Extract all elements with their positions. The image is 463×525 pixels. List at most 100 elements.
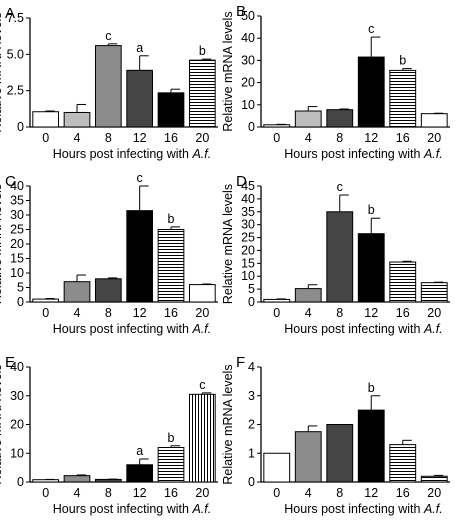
bar: [326, 424, 354, 483]
x-tick-label: 16: [164, 306, 178, 320]
bar: [326, 109, 354, 128]
x-tick-label: 4: [305, 486, 312, 500]
significance-label: b: [368, 203, 375, 217]
bar: [357, 233, 385, 303]
x-tick-label: 20: [195, 486, 209, 500]
x-tick-label: 0: [42, 131, 49, 145]
x-tick-label: 12: [133, 486, 147, 500]
x-tick-label: 20: [427, 306, 441, 320]
x-tick-label: 0: [273, 131, 280, 145]
y-tick-label: 4: [248, 360, 255, 374]
bar: [63, 475, 91, 483]
y-tick-label: 40: [241, 192, 255, 206]
y-tick-label: 5: [248, 282, 255, 296]
y-tick-label: 40: [10, 360, 24, 374]
y-tick-label: 40: [241, 31, 255, 45]
x-tick-label: 8: [105, 306, 112, 320]
x-tick-label: 8: [105, 486, 112, 500]
bar: [94, 45, 122, 128]
y-axis-label: Relative mRNA levels: [221, 11, 235, 131]
significance-label: c: [368, 22, 374, 36]
bar: [420, 282, 448, 303]
x-tick-label: 20: [195, 306, 209, 320]
panel-letter: F: [236, 354, 245, 371]
panel-letter: D: [236, 173, 247, 190]
bar: [32, 298, 60, 303]
y-axis-label: Relative mRNA levels: [0, 12, 4, 132]
significance-label: b: [199, 44, 206, 58]
bar: [294, 431, 322, 483]
x-tick-label: 16: [164, 486, 178, 500]
y-tick-label: 2: [248, 418, 255, 432]
y-tick-label: 7.5: [7, 11, 24, 25]
y-tick-label: 30: [10, 208, 24, 222]
bar: [94, 478, 122, 483]
x-tick-label: 4: [305, 306, 312, 320]
y-tick-label: 10: [241, 98, 255, 112]
x-tick-label: 0: [42, 306, 49, 320]
x-tick-label: 12: [133, 306, 147, 320]
y-tick-label: 0: [17, 475, 24, 489]
bar: [263, 452, 291, 483]
y-tick-label: 0: [17, 120, 24, 134]
x-tick-label: 20: [427, 131, 441, 145]
bar: [157, 92, 185, 128]
bar: [188, 59, 216, 128]
significance-label: c: [105, 29, 111, 43]
bar: [32, 111, 60, 128]
bar: [263, 124, 291, 128]
significance-label: b: [368, 381, 375, 395]
bar: [32, 479, 60, 483]
bar: [420, 113, 448, 128]
y-axis-label: Relative mRNA levels: [221, 184, 235, 304]
x-tick-label: 16: [396, 486, 410, 500]
panel-b: B 0 10 20 30 40 50 Relative mRNA levels 0 4 8 c 12 b 1…: [221, 3, 450, 161]
significance-label: c: [199, 378, 205, 392]
y-tick-label: 20: [241, 76, 255, 90]
y-tick-label: 2.5: [7, 84, 24, 98]
bar: [94, 278, 122, 303]
y-tick-label: 0: [248, 120, 255, 134]
y-tick-label: 40: [10, 179, 24, 193]
y-tick-label: 30: [10, 389, 24, 403]
bar: [389, 261, 417, 303]
bar: [126, 69, 154, 128]
significance-label: c: [337, 180, 343, 194]
y-tick-label: 15: [10, 252, 24, 266]
significance-label: a: [136, 41, 143, 55]
bar: [294, 110, 322, 128]
x-tick-label: 4: [74, 131, 81, 145]
x-tick-label: 4: [305, 131, 312, 145]
x-tick-label: 8: [336, 131, 343, 145]
bar: [157, 229, 185, 303]
bar: [126, 464, 154, 483]
panel-letter: A: [5, 5, 15, 22]
y-tick-label: 0: [17, 295, 24, 309]
bar: [420, 475, 448, 483]
bar: [326, 211, 354, 303]
bar: [357, 409, 385, 483]
y-tick-label: 20: [10, 237, 24, 251]
x-tick-label: 12: [364, 486, 378, 500]
y-tick-label: 10: [10, 266, 24, 280]
bar: [63, 281, 91, 303]
x-tick-label: 12: [364, 306, 378, 320]
significance-label: b: [399, 54, 406, 68]
y-tick-label: 35: [10, 194, 24, 208]
x-tick-label: 4: [74, 486, 81, 500]
bar: [263, 298, 291, 303]
significance-label: b: [168, 431, 175, 445]
bar: [294, 288, 322, 303]
panel-letter: C: [5, 173, 16, 190]
bar: [357, 56, 385, 128]
y-tick-label: 1: [248, 446, 255, 460]
y-tick-label: 25: [241, 231, 255, 245]
y-tick-label: 30: [241, 53, 255, 67]
x-axis-label: Hours post infecting with A.f.: [53, 322, 211, 336]
panel-letter: E: [5, 354, 15, 371]
y-tick-label: 20: [241, 243, 255, 257]
x-axis-label: Hours post infecting with A.f.: [284, 147, 442, 161]
x-tick-label: 12: [133, 131, 147, 145]
